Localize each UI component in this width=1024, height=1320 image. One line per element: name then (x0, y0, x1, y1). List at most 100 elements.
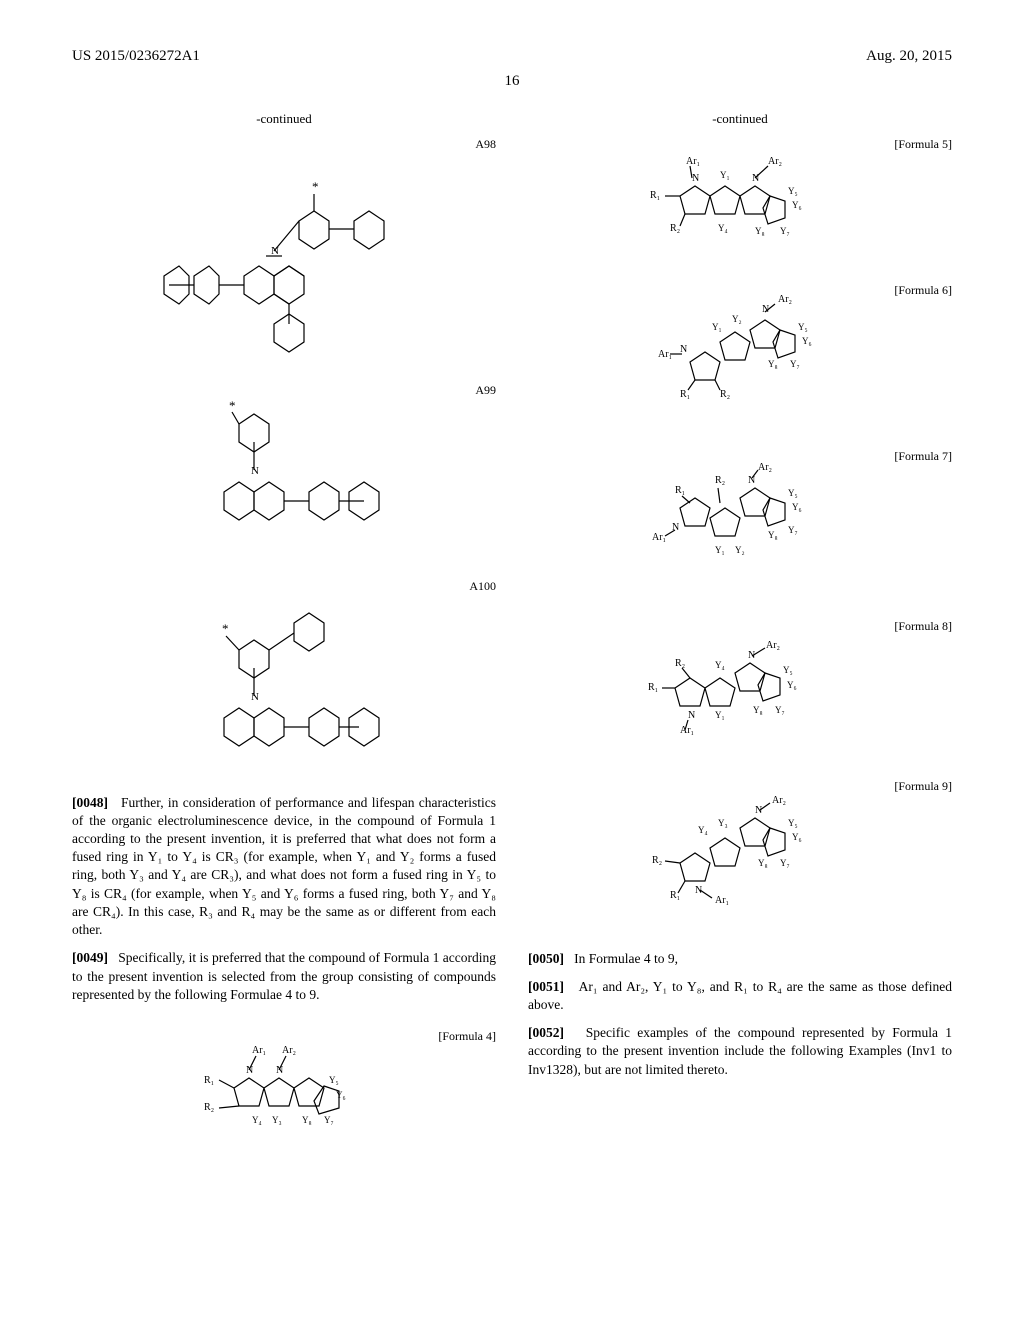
svg-text:Y₆: Y₆ (792, 502, 802, 512)
structure-label: A98 (475, 136, 496, 152)
svg-text:Ar₁: Ar₁ (252, 1045, 266, 1056)
svg-text:Y₇: Y₇ (790, 359, 800, 369)
structure-label: A99 (475, 382, 496, 398)
page-number: 16 (72, 73, 952, 90)
continued-label-left: -continued (72, 110, 496, 128)
svg-text:N: N (276, 1065, 283, 1076)
para-number: [0049] (72, 950, 108, 965)
svg-text:N: N (680, 344, 687, 355)
svg-text:R₁: R₁ (680, 389, 690, 400)
formula-label: [Formula 7] (894, 448, 952, 464)
svg-text:R₁: R₁ (650, 190, 660, 201)
svg-text:R₁: R₁ (204, 1075, 214, 1086)
paragraph-0048: [0048] Further, in consideration of perf… (72, 794, 496, 940)
svg-text:Y₄: Y₄ (718, 223, 728, 233)
svg-text:N: N (748, 650, 755, 661)
svg-text:Ar₂: Ar₂ (766, 640, 780, 651)
para-text: Specific examples of the compound repres… (528, 1025, 952, 1076)
svg-text:N: N (755, 805, 762, 816)
svg-text:Ar₂: Ar₂ (772, 795, 786, 806)
patent-date: Aug. 20, 2015 (866, 48, 952, 65)
svg-text:Y₁: Y₁ (720, 170, 730, 180)
content-columns: -continued A98 N * (72, 110, 952, 1164)
svg-text:Y₅: Y₅ (788, 186, 798, 196)
svg-text:Ar₂: Ar₂ (778, 294, 792, 305)
svg-text:Y₄: Y₄ (252, 1115, 262, 1125)
structure-a99: A99 N * (72, 382, 496, 562)
formula-label: [Formula 9] (894, 778, 952, 794)
para-text: Further, in consideration of performance… (72, 795, 496, 938)
chemical-formula-9: N Ar₁ N Ar₂ R₁ R₂ Y₄ Y₃ Y₅ Y₆ Y₇ Y₈ (620, 778, 860, 928)
para-number: [0052] (528, 1025, 564, 1040)
svg-text:Y₁: Y₁ (715, 545, 725, 555)
svg-text:Y₈: Y₈ (768, 359, 778, 369)
svg-text:Y₅: Y₅ (798, 322, 808, 332)
svg-text:Y₃: Y₃ (718, 818, 728, 828)
chemical-formula-4: N N Ar₁ Ar₂ R₁ R₂ Y₄ Y₃ Y₅ Y₆ Y₇ Y₈ (164, 1028, 404, 1148)
chemical-structure-a100: N * (174, 578, 394, 778)
left-column: -continued A98 N * (72, 110, 496, 1164)
para-number: [0048] (72, 795, 108, 810)
formula-4-block: [Formula 4] N N Ar₁ Ar₂ R₁ R₂ (72, 1028, 496, 1148)
svg-text:Y₇: Y₇ (780, 226, 790, 236)
svg-text:Y₂: Y₂ (732, 314, 742, 324)
svg-text:*: * (222, 621, 229, 636)
paragraph-0052: [0052] Specific examples of the compound… (528, 1024, 952, 1079)
svg-text:Y₆: Y₆ (787, 680, 797, 690)
structure-a100: A100 N * (72, 578, 496, 778)
svg-text:Y₈: Y₈ (753, 705, 763, 715)
svg-text:Y₈: Y₈ (302, 1115, 312, 1125)
svg-text:Ar₁: Ar₁ (658, 349, 672, 360)
structure-a98: A98 N * (72, 136, 496, 366)
svg-text:N: N (688, 710, 695, 721)
chemical-formula-5: N N Ar₁ Ar₂ Y₁ R₁ R₂ Y₄ Y₅ Y₆ Y₇ Y₈ (620, 136, 860, 266)
svg-text:R₂: R₂ (715, 475, 725, 486)
svg-text:Y₅: Y₅ (788, 488, 798, 498)
svg-text:Y₇: Y₇ (775, 705, 785, 715)
svg-text:Y₅: Y₅ (329, 1075, 339, 1085)
svg-text:N: N (748, 475, 755, 486)
svg-text:Y₅: Y₅ (788, 818, 798, 828)
chemical-formula-7: N Ar₁ N Ar₂ R₁ R₂ Y₁ Y₂ Y₅ Y₆ Y₇ Y₈ (620, 448, 860, 598)
svg-text:Y₈: Y₈ (755, 226, 765, 236)
svg-text:R₂: R₂ (675, 658, 685, 669)
continued-label-right: -continued (528, 110, 952, 128)
svg-text:R₁: R₁ (648, 682, 658, 693)
svg-text:Ar₁: Ar₁ (652, 532, 666, 543)
chemical-structure-a99: N * (174, 382, 394, 562)
paragraph-0051: [0051] Ar₁ and Ar₂, Y₁ to Y₈, and R₁ to … (528, 978, 952, 1014)
svg-text:Y₁: Y₁ (712, 322, 722, 332)
right-column: -continued [Formula 5] N N Ar₁ Ar₂ Y₁ R₁ (528, 110, 952, 1164)
formula-7-block: [Formula 7] N Ar₁ N Ar₂ R₁ R₂ (528, 448, 952, 598)
svg-text:Y₆: Y₆ (802, 336, 812, 346)
chemical-formula-8: N Ar₁ N Ar₂ R₁ R₂ Y₄ Y₁ Y₅ Y₆ Y₇ Y₈ (620, 618, 860, 758)
paragraph-0050: [0050] In Formulae 4 to 9, (528, 950, 952, 968)
svg-text:Y₄: Y₄ (715, 660, 725, 670)
chemical-structure-a98: N * (154, 136, 414, 366)
svg-text:Ar₂: Ar₂ (768, 156, 782, 167)
svg-text:Y₈: Y₈ (758, 858, 768, 868)
formula-label: [Formula 5] (894, 136, 952, 152)
chemical-formula-6: N Ar₁ N Ar₂ Y₁ Y₂ R₁ R₂ Y₅ Y₆ Y₇ Y₈ (620, 282, 860, 432)
formula-8-block: [Formula 8] N Ar₁ N Ar₂ R₁ R₂ (528, 618, 952, 758)
formula-5-block: [Formula 5] N N Ar₁ Ar₂ Y₁ R₁ R₂ (528, 136, 952, 266)
page-header: US 2015/0236272A1 Aug. 20, 2015 (72, 48, 952, 65)
formula-label: [Formula 6] (894, 282, 952, 298)
formula-label: [Formula 4] (438, 1028, 496, 1044)
svg-text:Y₇: Y₇ (788, 525, 798, 535)
svg-text:N: N (246, 1065, 253, 1076)
para-number: [0050] (528, 951, 564, 966)
para-number: [0051] (528, 979, 564, 994)
para-text: Ar₁ and Ar₂, Y₁ to Y₈, and R₁ to R₄ are … (528, 979, 952, 1012)
structure-label: A100 (469, 578, 496, 594)
para-text: Specifically, it is preferred that the c… (72, 950, 496, 1001)
svg-text:N: N (692, 173, 699, 184)
svg-text:Ar₁: Ar₁ (680, 725, 694, 736)
svg-text:*: * (312, 179, 319, 194)
svg-text:Y₆: Y₆ (792, 200, 802, 210)
svg-text:Y₇: Y₇ (324, 1115, 334, 1125)
svg-text:Ar₁: Ar₁ (715, 895, 729, 906)
svg-text:N: N (251, 691, 259, 703)
svg-text:R₂: R₂ (204, 1102, 214, 1113)
svg-text:Y₆: Y₆ (336, 1090, 346, 1100)
